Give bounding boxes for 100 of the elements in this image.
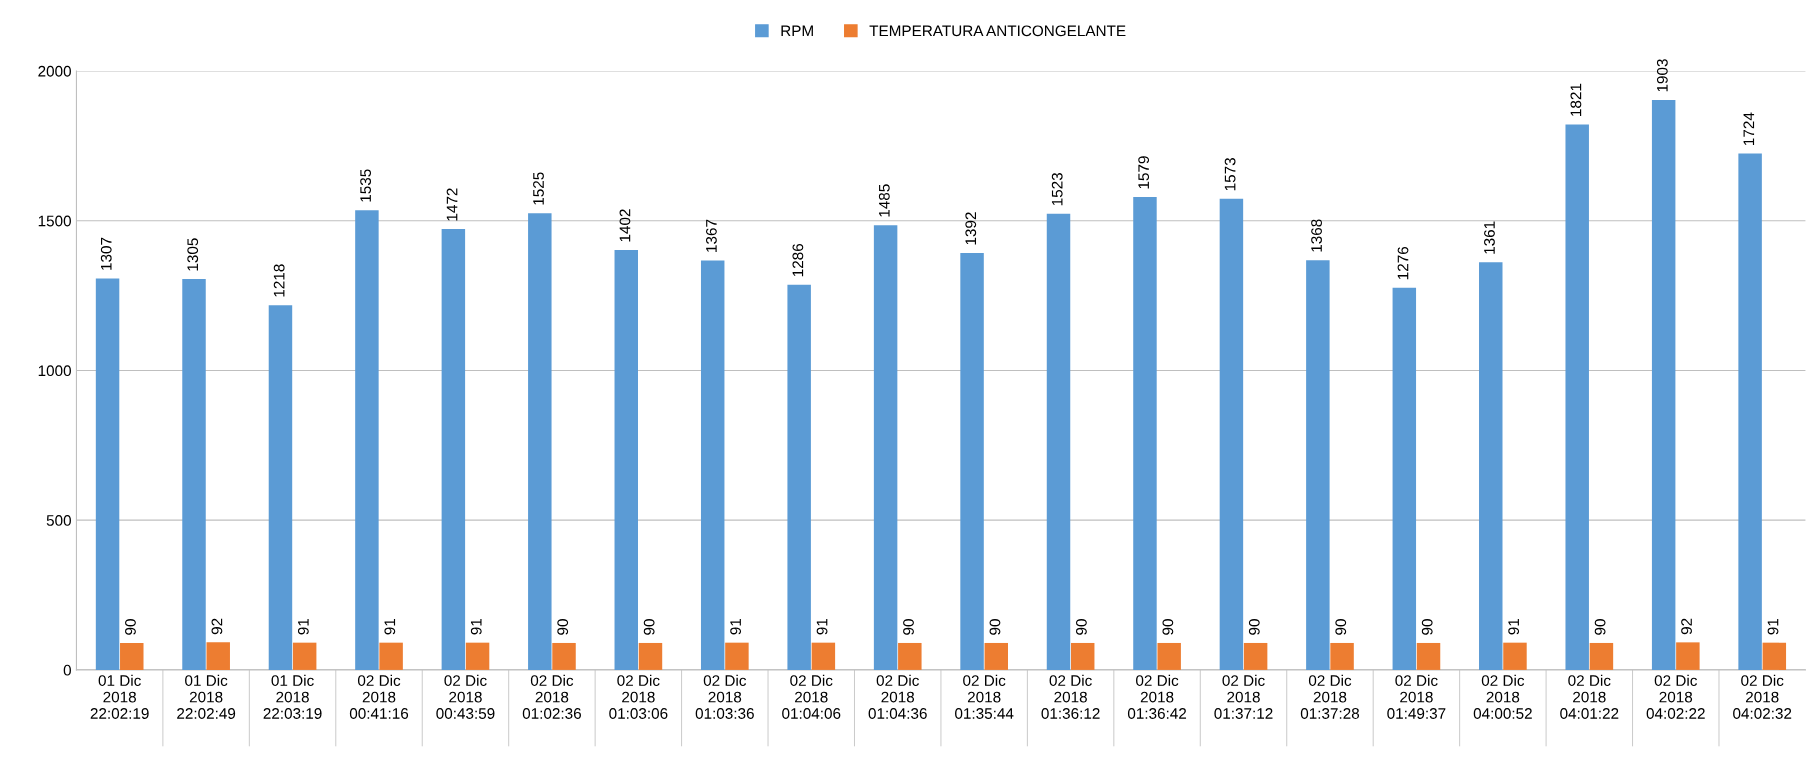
- y-tick-label: 500: [46, 515, 71, 526]
- y-tick-label: 1000: [38, 365, 71, 377]
- bar: [182, 279, 206, 670]
- bar: [898, 642, 922, 670]
- bar: [811, 642, 836, 670]
- data-label: 1579: [1138, 156, 1150, 189]
- x-tick-label: 02 Dic 2018 01:04:06: [782, 674, 841, 719]
- x-tick-label: 02 Dic 2018 01:03:06: [609, 674, 668, 719]
- data-label: 1724: [1743, 112, 1755, 145]
- bar: [552, 642, 576, 670]
- bar: [1243, 642, 1268, 670]
- bar: [206, 642, 230, 670]
- data-label: 90: [125, 619, 136, 635]
- data-label: 1392: [965, 212, 977, 245]
- data-label: 1903: [1656, 59, 1668, 92]
- data-label: 91: [297, 618, 309, 635]
- data-label: 1307: [100, 237, 112, 270]
- x-tick-label: 02 Dic 2018 00:41:16: [349, 674, 409, 719]
- data-label: 91: [470, 618, 482, 635]
- bar: [1046, 213, 1071, 670]
- bar: [1565, 124, 1589, 670]
- data-label: 90: [1335, 619, 1347, 635]
- data-label: 1402: [619, 209, 631, 242]
- data-label: 90: [643, 619, 655, 635]
- bar: [1762, 642, 1787, 670]
- data-label: 1525: [533, 172, 544, 205]
- x-tick-label: 02 Dic 2018 04:01:22: [1560, 674, 1619, 719]
- bar: [1416, 642, 1441, 670]
- bar: [700, 260, 725, 670]
- data-label: 1485: [878, 184, 890, 217]
- bar: [268, 305, 293, 670]
- data-label: 1535: [360, 169, 372, 202]
- bar: [1589, 642, 1614, 670]
- data-label: 1276: [1397, 246, 1409, 280]
- data-label: 91: [1767, 618, 1779, 635]
- data-label: 91: [816, 618, 828, 635]
- data-label: 1821: [1570, 83, 1582, 116]
- x-tick-label: 02 Dic 2018 01:36:12: [1041, 674, 1100, 719]
- legend-label: TEMPERATURA ANTICONGELANTE: [869, 25, 1126, 37]
- bar: [638, 642, 663, 670]
- bar: [1479, 262, 1503, 670]
- x-tick-label: 02 Dic 2018 01:03:36: [695, 674, 754, 719]
- bar: [465, 642, 490, 670]
- data-label: 1472: [446, 188, 458, 221]
- bar: [1070, 642, 1095, 670]
- bar: [379, 642, 403, 670]
- data-label: 91: [1508, 618, 1520, 635]
- x-tick-label: 02 Dic 2018 01:35:44: [955, 674, 1014, 719]
- data-label: 1368: [1311, 219, 1322, 252]
- bar: [1738, 153, 1762, 670]
- x-tick-label: 02 Dic 2018 01:37:28: [1300, 674, 1360, 719]
- bar: [1330, 642, 1354, 670]
- data-label: 92: [211, 618, 223, 635]
- x-tick-label: 02 Dic 2018 01:36:42: [1127, 674, 1187, 719]
- x-tick-label: 02 Dic 2018 04:02:32: [1733, 674, 1792, 719]
- data-label: 1523: [1051, 173, 1063, 206]
- bar: [1676, 642, 1700, 670]
- data-label: 90: [1076, 619, 1087, 635]
- bar: [528, 213, 552, 670]
- legend-label: RPM: [781, 25, 813, 37]
- data-label: 1573: [1224, 158, 1236, 191]
- data-label: 1218: [273, 264, 285, 297]
- data-label: 90: [1162, 619, 1174, 635]
- x-tick-label: 01 Dic 2018 22:03:19: [263, 674, 322, 719]
- bar: [120, 642, 144, 670]
- bar: [1133, 197, 1157, 670]
- data-label: 90: [1248, 619, 1260, 635]
- bar: [1392, 287, 1417, 670]
- bar: [1219, 198, 1244, 670]
- bar: [1503, 642, 1527, 670]
- bar: [292, 642, 317, 670]
- x-tick-label: 02 Dic 2018 01:04:36: [868, 674, 927, 719]
- data-label: 91: [730, 618, 742, 635]
- bar: [1306, 260, 1330, 670]
- bar: [960, 253, 984, 670]
- x-tick-label: 02 Dic 2018 00:43:59: [436, 674, 495, 719]
- data-label: 91: [384, 618, 396, 635]
- bar: [441, 229, 466, 670]
- data-label: 90: [1421, 619, 1433, 635]
- bar: [614, 250, 638, 670]
- data-label: 92: [1681, 618, 1692, 635]
- data-label: 1361: [1484, 221, 1495, 254]
- data-label: 90: [903, 619, 914, 635]
- data-label: 1305: [187, 238, 199, 271]
- bar: [787, 284, 811, 670]
- y-tick-label: 0: [63, 664, 71, 676]
- x-tick-label: 02 Dic 2018 04:00:52: [1473, 674, 1532, 719]
- bar: [355, 210, 379, 670]
- data-label: 1367: [705, 219, 717, 252]
- x-tick-label: 02 Dic 2018 01:37:12: [1214, 674, 1273, 719]
- data-label: 90: [557, 619, 569, 635]
- x-tick-label: 02 Dic 2018 01:49:37: [1387, 674, 1446, 719]
- bar: [725, 642, 749, 670]
- x-tick-label: 02 Dic 2018 01:02:36: [522, 674, 581, 719]
- bar: [984, 642, 1009, 670]
- data-label: 90: [989, 619, 1001, 635]
- data-label: 1286: [792, 243, 804, 277]
- x-tick-label: 01 Dic 2018 22:02:49: [177, 674, 236, 719]
- bar: [873, 225, 898, 670]
- y-tick-label: 2000: [38, 65, 71, 77]
